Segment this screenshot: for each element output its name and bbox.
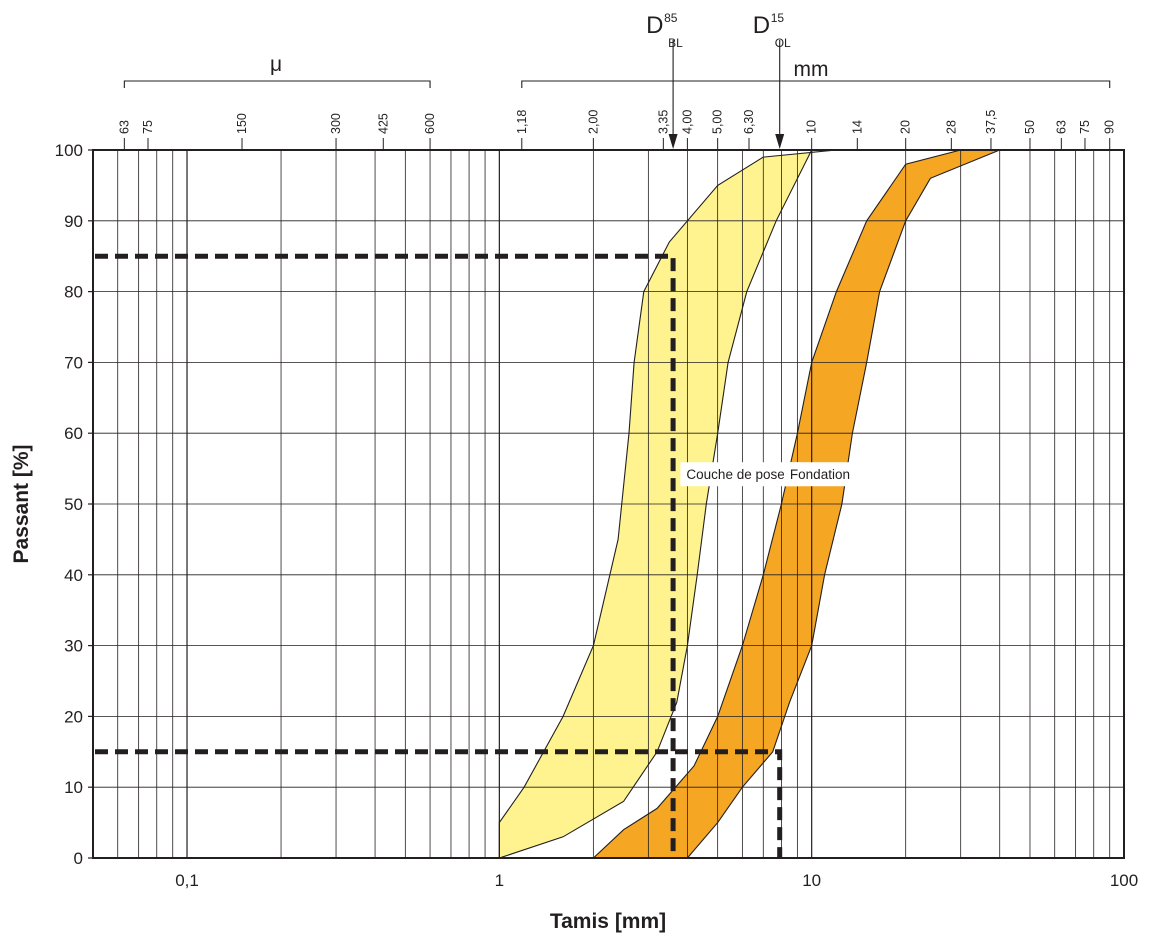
y-tick-label: 50: [64, 495, 83, 514]
band-fondation-outline: [592, 150, 1000, 858]
sieve-label: 63: [117, 120, 131, 134]
sieve-label: 150: [235, 113, 249, 134]
annotation-superscript: 15: [771, 11, 785, 25]
sieve-label: 300: [329, 113, 343, 134]
sieve-label: 2,00: [586, 110, 600, 134]
sieve-label: 6,30: [742, 110, 756, 134]
sieve-scale: 63 75 150 300 425 600 1,18 2,00 3,35 4,00 5,00 6,30…: [117, 80, 1117, 150]
dashed-reference-line: [95, 253, 676, 858]
sieve-label: 5,00: [711, 110, 725, 134]
annotation-label: D: [753, 12, 770, 39]
label-fondation: Fondation: [790, 467, 850, 482]
mm-bracket: [521, 80, 1111, 88]
micron-bracket: [123, 80, 431, 88]
sieve-label: 20: [899, 120, 913, 134]
y-tick-label: 40: [64, 566, 83, 585]
x-tick-label: 0,1: [175, 871, 199, 890]
sieve-label: 600: [423, 113, 437, 134]
y-tick-label: 90: [64, 212, 83, 231]
y-tick-label: 10: [64, 778, 83, 797]
sieve-label: 1,18: [515, 110, 529, 134]
sieve-label: 10: [805, 120, 819, 134]
annotation-label: D: [646, 12, 663, 39]
y-tick-label: 70: [64, 353, 83, 372]
annotation-arrowhead: [668, 134, 678, 149]
sieve-label: 425: [376, 113, 390, 134]
sieve-label: 75: [1078, 120, 1092, 134]
x-tick-label: 1: [495, 871, 504, 890]
label-couche-de-pose: Couche de pose: [686, 467, 784, 482]
y-tick-label: 0: [74, 849, 83, 868]
micron-unit-label: μ: [270, 53, 282, 76]
y-tick-label: 20: [64, 707, 83, 726]
annotation-superscript: 85: [664, 11, 678, 25]
label-fondation-bg: [783, 462, 864, 487]
grid-lines: [93, 150, 1124, 858]
sieve-label: 14: [850, 120, 864, 134]
x-tick-label: 10: [802, 871, 821, 890]
sieve-label: 90: [1103, 120, 1117, 134]
dashed-reference-line: [95, 749, 783, 858]
y-tick-labels: 0 10 20 30 40 50 60 70 80 90 100: [55, 141, 93, 868]
annotation-subscript: OL: [775, 36, 791, 50]
y-tick-label: 80: [64, 283, 83, 302]
y-tick-label: 30: [64, 637, 83, 656]
sieve-label: 63: [1054, 120, 1068, 134]
sieve-label: 37,5: [984, 110, 998, 134]
y-tick-label: 60: [64, 424, 83, 443]
label-couche-de-pose-bg: [680, 462, 801, 487]
annotation-arrowhead: [775, 134, 785, 149]
sieve-label: 3,35: [656, 110, 670, 134]
y-axis-title: Passant [%]: [10, 444, 33, 563]
sieve-label: 4,00: [680, 110, 694, 134]
sieve-label: 28: [944, 120, 958, 134]
x-tick-labels: 0,1 1 10 100: [175, 871, 1138, 890]
x-axis-title: Tamis [mm]: [550, 910, 666, 933]
mm-unit-label: mm: [794, 58, 829, 81]
annotation-subscript: BL: [668, 36, 683, 50]
sieve-label: 50: [1023, 120, 1037, 134]
sieve-label: 75: [141, 120, 155, 134]
band-couche-de-pose-outline: [498, 150, 837, 858]
x-tick-label: 100: [1110, 871, 1138, 890]
y-tick-label: 100: [55, 141, 83, 160]
